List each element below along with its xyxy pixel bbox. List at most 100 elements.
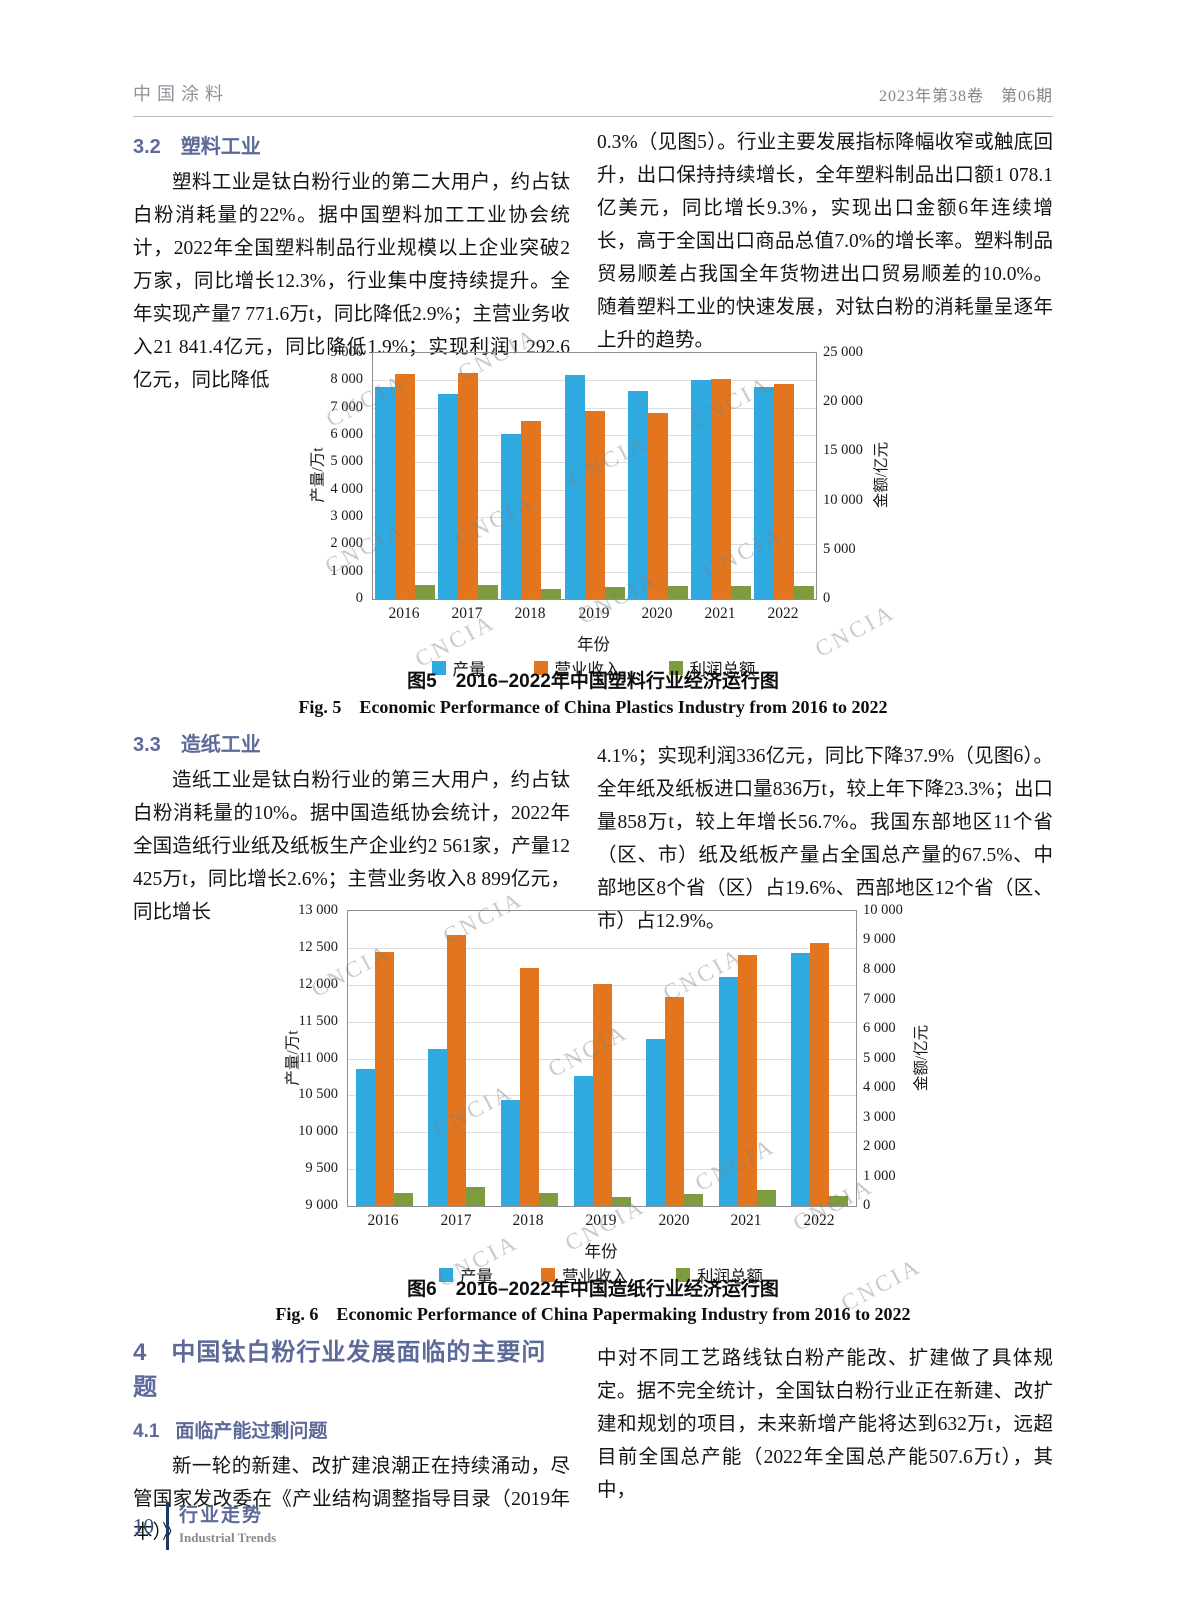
page-footer: 10 行业走势 Industrial Trends bbox=[133, 1500, 276, 1550]
gridline bbox=[373, 408, 816, 409]
section-4-1-heading: 4.1 面临产能过剩问题 bbox=[133, 1416, 570, 1443]
x-axis-tick-label: 2016 bbox=[388, 605, 420, 622]
right-axis-title-text: 金额/亿元 bbox=[873, 441, 890, 509]
legend-label: 产量 bbox=[452, 660, 486, 679]
section-3-3-right-column: 4.1%；实现利润336亿元，同比下降37.9%（见图6）。全年纸及纸板进口量8… bbox=[597, 740, 1053, 938]
gridline bbox=[348, 948, 856, 949]
section-title: 塑料工业 bbox=[180, 136, 261, 158]
x-axis-tick-label: 2020 bbox=[658, 1212, 690, 1229]
section-number: 3.2 bbox=[133, 136, 161, 158]
plot-area bbox=[347, 910, 857, 1207]
figure-5-caption-cn: 图5 2016–2022年中国塑料行业经济运行图 bbox=[407, 671, 779, 692]
bar-利润总额-2019 bbox=[612, 1197, 631, 1206]
legend-item-利润总额: 利润总额 bbox=[668, 656, 756, 680]
left-axis-tick-label: 1 000 bbox=[330, 563, 363, 579]
chart-legend: 产量 营业收入 利润总额 bbox=[347, 1263, 855, 1287]
bar-产量-2022 bbox=[754, 387, 774, 599]
legend-swatch bbox=[431, 661, 446, 675]
bar-营业收入-2016 bbox=[395, 374, 415, 599]
left-axis-tick-label: 8 000 bbox=[330, 371, 363, 387]
section-number: 4 bbox=[133, 1339, 148, 1366]
bar-利润总额-2020 bbox=[668, 586, 688, 599]
x-axis-tick-label: 2018 bbox=[512, 1212, 544, 1229]
section-3-2-paragraph-right: 0.3%（见图5）。行业主要发展指标降幅收窄或触底回升，出口保持持续增长，全年塑… bbox=[597, 132, 1053, 351]
right-axis-tick-label: 4 000 bbox=[863, 1079, 896, 1095]
bar-利润总额-2018 bbox=[539, 1193, 558, 1206]
figure-6-caption-en: Fig. 6 Economic Performance of China Pap… bbox=[275, 1304, 911, 1324]
bar-产量-2016 bbox=[375, 387, 395, 599]
journal-name: 中国涂料 bbox=[133, 84, 229, 104]
right-axis-tick-label: 0 bbox=[823, 590, 831, 606]
bar-利润总额-2016 bbox=[415, 585, 435, 599]
right-axis-title-text: 金额/亿元 bbox=[913, 1024, 930, 1091]
left-axis-tick-label: 4 000 bbox=[330, 481, 363, 497]
legend-item-利润总额: 利润总额 bbox=[676, 1263, 763, 1287]
chart-legend: 产量 营业收入 利润总额 bbox=[372, 656, 815, 680]
legend-label: 营业收入 bbox=[554, 660, 621, 679]
bar-利润总额-2016 bbox=[394, 1193, 413, 1206]
legend-swatch bbox=[676, 1268, 690, 1282]
legend-swatch bbox=[668, 661, 683, 675]
section-4-heading: 4 中国钛白粉行业发展面临的主要问题 bbox=[133, 1332, 570, 1402]
gridline bbox=[373, 380, 816, 381]
bar-利润总额-2018 bbox=[541, 589, 561, 599]
bar-产量-2021 bbox=[719, 977, 738, 1206]
section-3-3-heading: 3.3 造纸工业 bbox=[133, 728, 570, 757]
left-axis-title: 产量/万t bbox=[283, 910, 302, 1205]
section-4-1-paragraph-right: 中对不同工艺路线钛白粉产能改、扩建做了具体规定。据不完全统计，全国钛白粉行业正在… bbox=[597, 1348, 1053, 1501]
left-axis-tick-label: 10 500 bbox=[298, 1086, 338, 1102]
x-axis-tick-label: 2017 bbox=[440, 1212, 472, 1229]
left-axis-tick-label: 10 000 bbox=[298, 1123, 338, 1139]
left-axis-tick-label: 12 000 bbox=[298, 976, 338, 992]
footer-column-name-en: Industrial Trends bbox=[179, 1530, 277, 1545]
bar-营业收入-2021 bbox=[711, 379, 731, 599]
legend-label: 营业收入 bbox=[562, 1267, 628, 1286]
bar-营业收入-2016 bbox=[375, 952, 394, 1206]
right-axis-tick-label: 25 000 bbox=[823, 344, 863, 360]
legend-swatch bbox=[439, 1268, 453, 1282]
x-axis-tick-label: 2017 bbox=[451, 605, 483, 622]
bar-产量-2021 bbox=[691, 380, 711, 599]
x-axis-title: 年份 bbox=[577, 635, 610, 654]
bar-产量-2017 bbox=[428, 1049, 447, 1206]
left-axis-tick-label: 11 000 bbox=[298, 1050, 338, 1066]
section-4-1-paragraph-left: 新一轮的新建、改扩建浪潮正在持续涌动，尽管国家发改委在《产业结构调整指导目录（2… bbox=[133, 1456, 570, 1543]
page-number: 10 bbox=[133, 1514, 154, 1538]
legend-swatch bbox=[533, 661, 548, 675]
left-axis-tick-label: 13 000 bbox=[298, 902, 338, 918]
plot-area bbox=[372, 352, 817, 600]
left-axis-tick-label: 9 000 bbox=[305, 1197, 338, 1213]
legend-label: 利润总额 bbox=[689, 660, 756, 679]
left-axis-tick-label: 2 000 bbox=[330, 535, 363, 551]
section-title: 面临产能过剩问题 bbox=[175, 1421, 328, 1442]
right-axis-tick-label: 0 bbox=[863, 1197, 871, 1213]
x-axis-tick-label: 2020 bbox=[641, 605, 673, 622]
bar-产量-2016 bbox=[356, 1069, 375, 1206]
left-axis-title-text: 产量/万t bbox=[285, 1029, 302, 1086]
left-axis-tick-label: 3 000 bbox=[330, 508, 363, 524]
right-axis-tick-label: 9 000 bbox=[863, 931, 896, 947]
section-3-3-paragraph-right: 4.1%；实现利润336亿元，同比下降37.9%（见图6）。全年纸及纸板进口量8… bbox=[597, 746, 1053, 932]
section-3-2-right-column: 0.3%（见图5）。行业主要发展指标降幅收窄或触底回升，出口保持持续增长，全年塑… bbox=[597, 126, 1053, 357]
section-3-2-heading: 3.2 塑料工业 bbox=[133, 130, 570, 159]
bar-产量-2022 bbox=[791, 953, 810, 1206]
legend-swatch bbox=[541, 1268, 555, 1282]
right-axis-tick-label: 5 000 bbox=[863, 1050, 896, 1066]
x-axis-tick-label: 2019 bbox=[585, 1212, 617, 1229]
bar-营业收入-2021 bbox=[738, 955, 757, 1206]
right-axis-tick-label: 6 000 bbox=[863, 1020, 896, 1036]
bar-营业收入-2019 bbox=[585, 411, 605, 599]
left-axis-tick-label: 9 500 bbox=[305, 1160, 338, 1176]
right-axis-tick-label: 8 000 bbox=[863, 961, 896, 977]
x-axis-tick-label: 2022 bbox=[803, 1212, 835, 1229]
bar-营业收入-2017 bbox=[458, 373, 478, 599]
bar-营业收入-2019 bbox=[593, 984, 612, 1206]
bar-产量-2019 bbox=[565, 375, 585, 599]
figure-5-bar-chart: 0 1 000 2 000 3 000 4 000 5 000 6 000 7 000 8 00… bbox=[297, 344, 897, 680]
section-number: 4.1 bbox=[133, 1421, 160, 1442]
bar-产量-2018 bbox=[501, 1100, 520, 1206]
bar-营业收入-2018 bbox=[520, 968, 539, 1206]
right-axis-tick-label: 5 000 bbox=[823, 541, 856, 557]
bar-产量-2020 bbox=[646, 1039, 665, 1206]
left-axis-tick-label: 7 000 bbox=[330, 399, 363, 415]
